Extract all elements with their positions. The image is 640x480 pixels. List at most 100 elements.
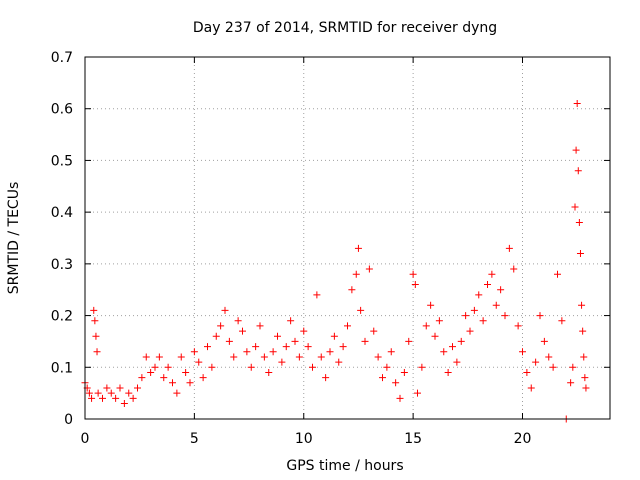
data-point bbox=[234, 317, 242, 325]
y-tick-label: 0.7 bbox=[51, 50, 73, 66]
data-point bbox=[182, 368, 190, 376]
data-point bbox=[374, 353, 382, 361]
data-point bbox=[295, 353, 303, 361]
y-tick-label: 0.3 bbox=[51, 257, 73, 273]
data-point bbox=[309, 363, 316, 371]
data-point bbox=[405, 337, 413, 345]
data-point bbox=[208, 363, 216, 371]
data-point bbox=[558, 317, 566, 325]
data-point bbox=[488, 270, 496, 278]
data-point bbox=[569, 363, 577, 371]
data-point bbox=[514, 322, 522, 330]
x-tick-label: 10 bbox=[295, 431, 313, 447]
data-point bbox=[256, 322, 264, 330]
data-point bbox=[354, 244, 362, 252]
data-point bbox=[379, 374, 386, 382]
data-point bbox=[365, 265, 373, 273]
data-point bbox=[567, 379, 575, 387]
data-point bbox=[523, 368, 531, 376]
data-point bbox=[576, 250, 584, 258]
data-point bbox=[93, 348, 101, 356]
y-axis-label: SRMTID / TECUs bbox=[6, 182, 22, 295]
data-point bbox=[387, 348, 395, 356]
data-point bbox=[554, 270, 561, 278]
data-point bbox=[431, 332, 439, 340]
data-point bbox=[411, 281, 419, 289]
data-point bbox=[212, 332, 220, 340]
data-point bbox=[505, 244, 513, 252]
data-point bbox=[501, 312, 509, 320]
data-point bbox=[582, 384, 590, 392]
data-point bbox=[313, 291, 321, 299]
data-point bbox=[418, 363, 426, 371]
data-point bbox=[252, 343, 260, 351]
plot-frame bbox=[84, 56, 611, 420]
data-point bbox=[230, 353, 238, 361]
data-point bbox=[470, 306, 478, 314]
data-point bbox=[484, 281, 491, 289]
data-point bbox=[274, 332, 281, 340]
data-point bbox=[300, 327, 308, 335]
data-point bbox=[173, 389, 181, 397]
data-point bbox=[536, 312, 544, 320]
data-point bbox=[155, 353, 163, 361]
data-point bbox=[527, 384, 535, 392]
data-point bbox=[129, 394, 137, 402]
data-point bbox=[540, 337, 548, 345]
data-point bbox=[239, 327, 246, 335]
data-point bbox=[352, 270, 360, 278]
data-point bbox=[571, 203, 579, 211]
data-point bbox=[422, 322, 430, 330]
data-point bbox=[112, 394, 120, 402]
data-point bbox=[348, 286, 356, 294]
data-point bbox=[400, 368, 408, 376]
data-points bbox=[81, 100, 590, 423]
axis-ticks: 0 5 10 15 20 0 0.1 0.2 0.3 0.4 0.5 0.6 0.7 bbox=[51, 50, 610, 447]
grid bbox=[85, 57, 610, 419]
data-point bbox=[339, 343, 347, 351]
y-tick-label: 0.2 bbox=[51, 309, 73, 325]
data-point bbox=[479, 317, 487, 325]
data-point bbox=[147, 368, 155, 376]
data-point bbox=[317, 353, 325, 361]
chart-title: Day 237 of 2014, SRMTID for receiver dyn… bbox=[193, 20, 497, 36]
data-point bbox=[221, 306, 229, 314]
data-point bbox=[457, 337, 465, 345]
data-point bbox=[186, 379, 194, 387]
y-tick-label: 0.1 bbox=[51, 360, 73, 376]
data-point bbox=[291, 337, 299, 345]
data-point bbox=[304, 343, 312, 351]
data-point bbox=[94, 389, 102, 397]
y-tick-label: 0.4 bbox=[51, 205, 73, 221]
data-point bbox=[177, 353, 185, 361]
data-point bbox=[409, 270, 417, 278]
data-point bbox=[357, 306, 365, 314]
data-point bbox=[532, 358, 540, 366]
x-tick-label: 0 bbox=[81, 431, 90, 447]
data-point bbox=[335, 358, 343, 366]
data-point bbox=[492, 301, 500, 309]
data-point bbox=[195, 358, 203, 366]
data-point bbox=[396, 394, 404, 402]
data-point bbox=[549, 363, 557, 371]
data-point bbox=[225, 337, 233, 345]
data-point bbox=[92, 332, 100, 340]
data-point bbox=[392, 379, 400, 387]
data-point bbox=[326, 348, 334, 356]
data-point bbox=[361, 337, 369, 345]
data-point bbox=[545, 353, 553, 361]
data-point bbox=[217, 322, 225, 330]
data-point bbox=[462, 312, 470, 320]
data-point bbox=[287, 317, 295, 325]
data-point bbox=[427, 301, 435, 309]
data-point bbox=[449, 343, 456, 351]
data-point bbox=[91, 317, 99, 325]
data-point bbox=[278, 358, 286, 366]
x-tick-label: 5 bbox=[190, 431, 199, 447]
data-point bbox=[578, 301, 586, 309]
data-point bbox=[383, 363, 391, 371]
data-point bbox=[414, 389, 421, 397]
data-point bbox=[579, 327, 587, 335]
data-point bbox=[330, 332, 338, 340]
